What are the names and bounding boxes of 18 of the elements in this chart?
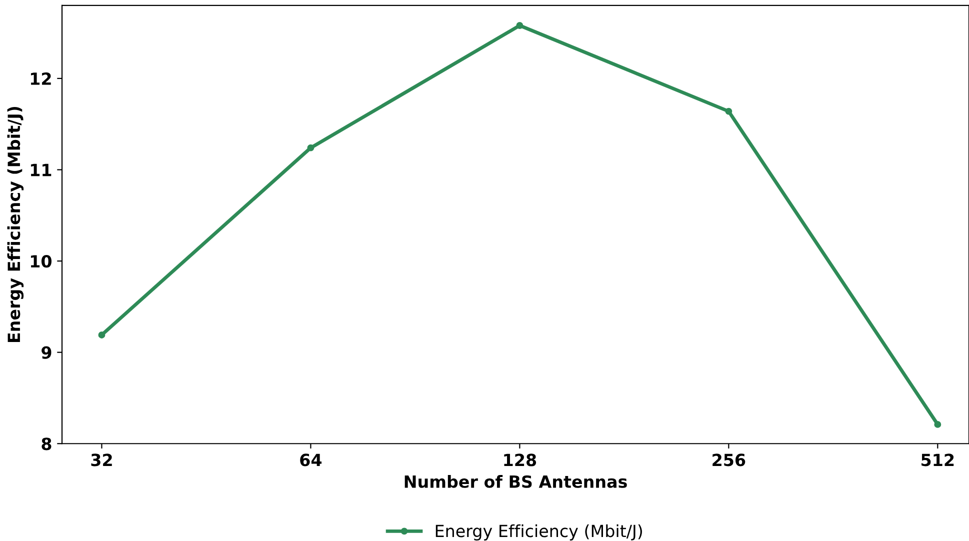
- y-tick-label: 8: [42, 438, 52, 450]
- x-axis-title: Number of BS Antennas: [404, 475, 627, 488]
- x-tick-label: 512: [922, 454, 954, 466]
- x-tick-label: 128: [504, 454, 536, 466]
- x-tick-label: 64: [300, 454, 322, 466]
- y-axis-title: Energy Efficiency (Mbit/J): [7, 106, 24, 342]
- y-tick-label: 12: [30, 72, 51, 85]
- point: [934, 420, 942, 428]
- point: [516, 22, 524, 29]
- x-tick-label: 32: [91, 454, 112, 466]
- y-tick-label: 9: [42, 346, 52, 359]
- point: [725, 108, 732, 115]
- legend-label: Energy Efficiency (Mbit/J): [436, 524, 642, 540]
- point: [98, 332, 106, 338]
- y-tick-label: 10: [30, 254, 52, 268]
- x-tick-label: 256: [712, 454, 746, 466]
- point: [307, 144, 314, 152]
- y-tick-label: 11: [30, 164, 52, 176]
